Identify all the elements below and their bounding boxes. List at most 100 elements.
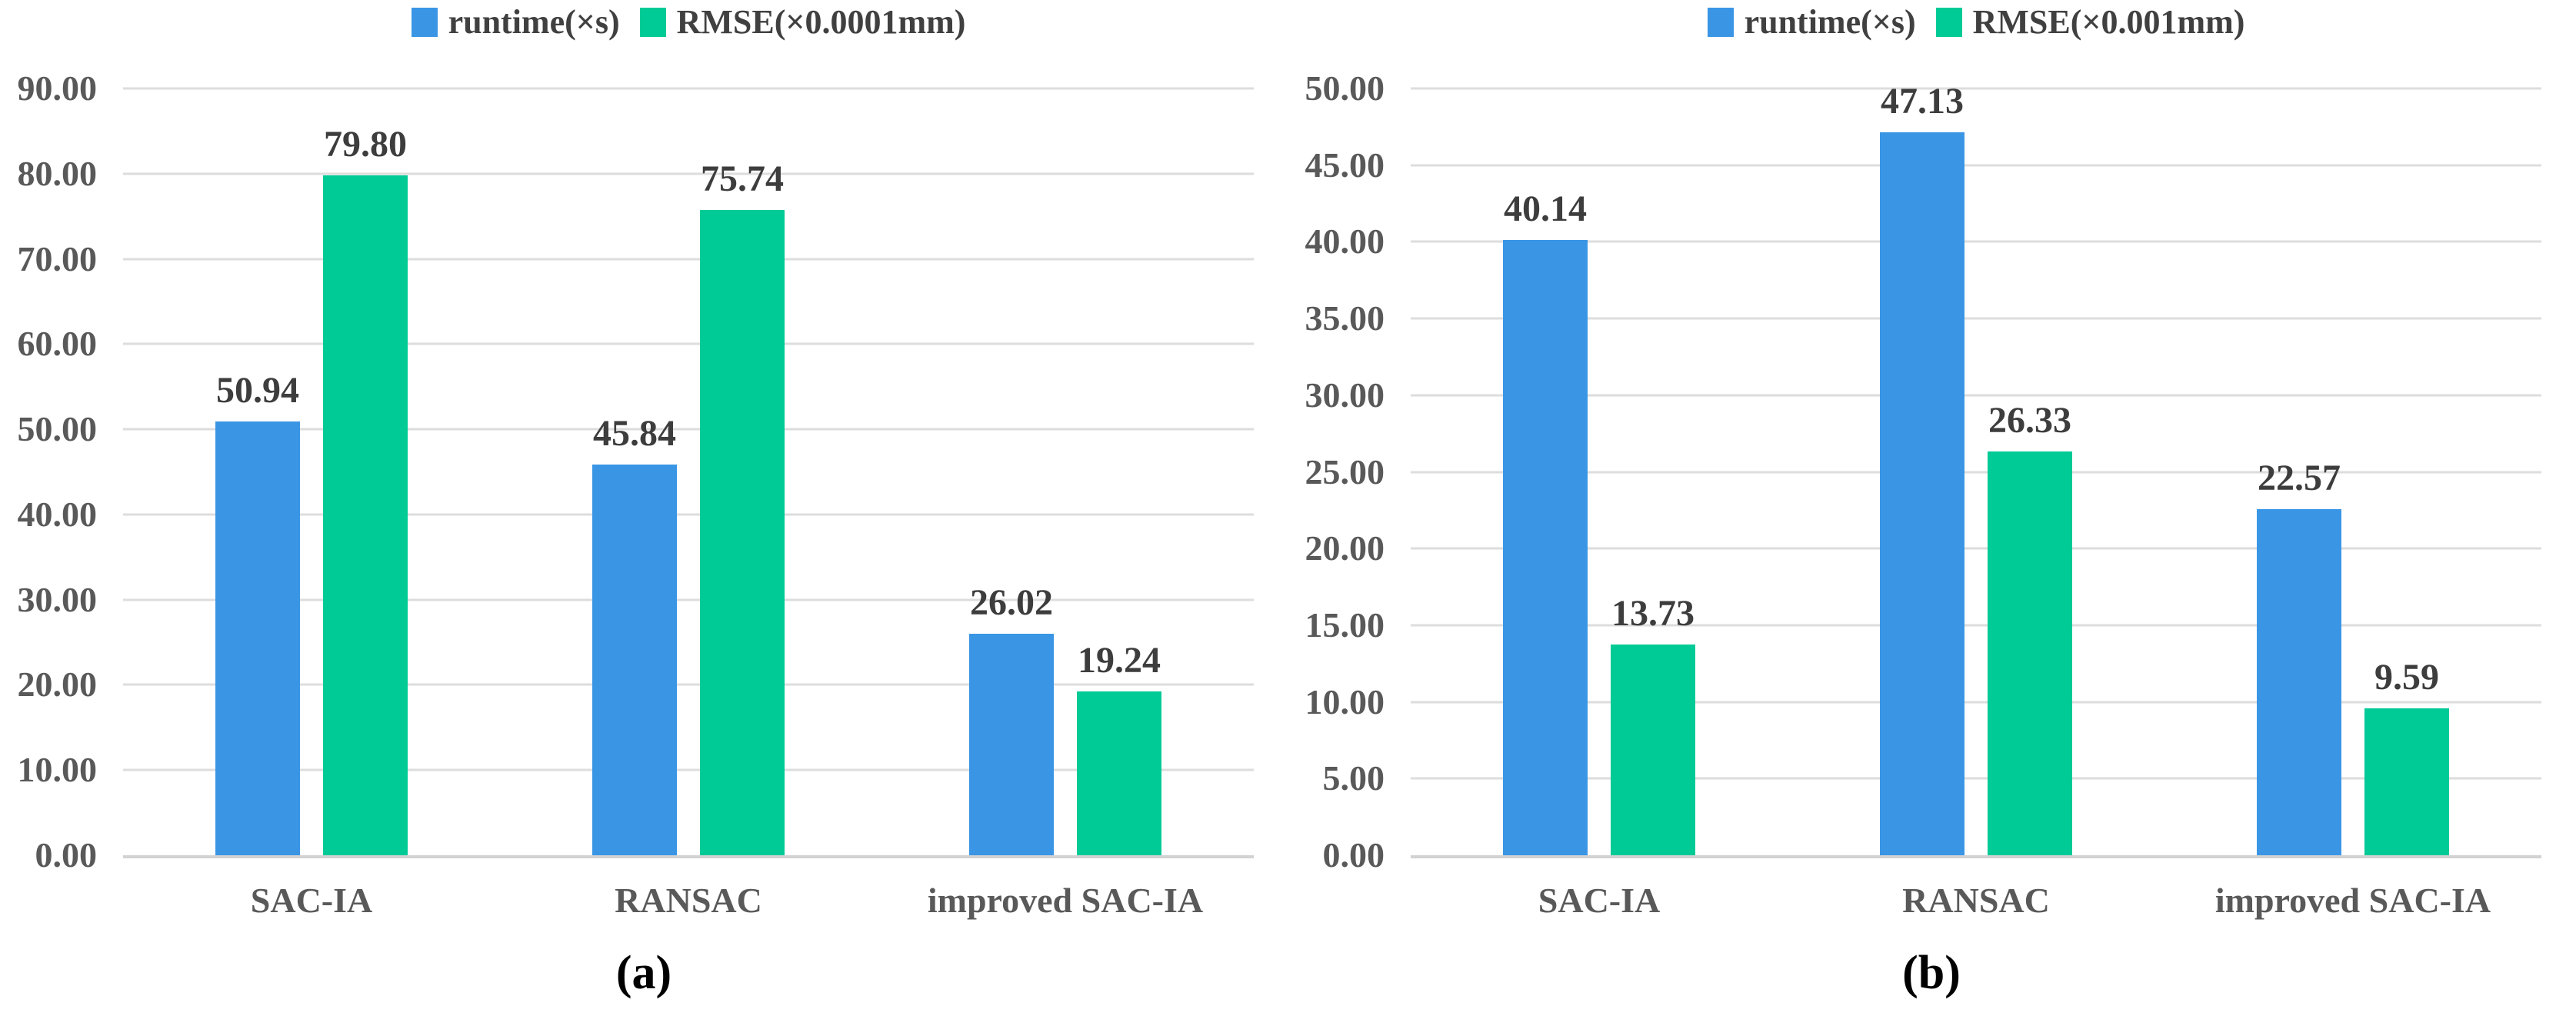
bar-runtime-ransac: 45.84 bbox=[592, 415, 677, 855]
bar-rmse-ransac: 75.74 bbox=[700, 160, 785, 855]
gridline bbox=[123, 513, 1254, 516]
y-axis-tick-label: 20.00 bbox=[17, 665, 98, 705]
x-axis-category-label: RANSAC bbox=[615, 881, 762, 920]
legend-label: RMSE(×0.001mm) bbox=[1972, 3, 2245, 41]
x-axis-category-label: improved SAC-IA bbox=[927, 881, 1204, 920]
x-axis-labels: SAC-IA RANSAC improved SAC-IA bbox=[1411, 881, 2541, 921]
legend-item-rmse: RMSE(×0.0001mm) bbox=[639, 3, 966, 41]
y-axis-tick-label: 25.00 bbox=[1305, 451, 1385, 491]
bar-value-label: 26.02 bbox=[970, 581, 1053, 623]
gridline bbox=[1411, 240, 2541, 243]
bar-value-label: 19.24 bbox=[1078, 639, 1161, 681]
gridline bbox=[1411, 394, 2541, 397]
bar-value-label: 50.94 bbox=[216, 369, 299, 411]
legend-label: RMSE(×0.0001mm) bbox=[676, 3, 966, 41]
bar-groups: 40.14 13.73 47.13 26.33 22.57 9.59 bbox=[1411, 83, 2541, 855]
y-axis-tick-label: 50.00 bbox=[1305, 68, 1385, 108]
y-axis-tick-label: 30.00 bbox=[17, 579, 98, 619]
y-axis-tick-label: 90.00 bbox=[17, 68, 98, 108]
gridline bbox=[1411, 471, 2541, 473]
gridline bbox=[1411, 317, 2541, 320]
y-axis-tick-label: 10.00 bbox=[17, 750, 98, 790]
gridline bbox=[123, 258, 1254, 261]
gridline bbox=[123, 87, 1254, 90]
legend-swatch-runtime bbox=[1707, 8, 1734, 37]
legend-label: runtime(×s) bbox=[1744, 3, 1916, 41]
bar-rmse-improved-sac-ia: 19.24 bbox=[1077, 641, 1161, 855]
x-axis-labels: SAC-IA RANSAC improved SAC-IA bbox=[123, 881, 1254, 921]
y-axis-tick-label: 60.00 bbox=[17, 324, 98, 364]
gridline bbox=[123, 428, 1254, 431]
bar-value-label: 22.57 bbox=[2258, 457, 2341, 498]
gridline bbox=[1411, 777, 2541, 780]
bar-rmse-ransac: 26.33 bbox=[1988, 401, 2072, 855]
bar-group-improved-sac-ia: 26.02 19.24 bbox=[877, 88, 1254, 855]
y-axis-tick-label: 5.00 bbox=[1322, 758, 1385, 798]
legend-item-rmse: RMSE(×0.001mm) bbox=[1935, 3, 2245, 41]
bar-runtime-sac-ia: 50.94 bbox=[215, 371, 300, 855]
bar-value-label: 45.84 bbox=[593, 413, 676, 455]
bar-groups: 50.94 79.80 45.84 75.74 26.02 19.24 bbox=[123, 88, 1254, 855]
legend: runtime(×s) RMSE(×0.0001mm) bbox=[123, 2, 1254, 43]
bar-group-sac-ia: 50.94 79.80 bbox=[123, 88, 500, 855]
x-axis-category-label: SAC-IA bbox=[1538, 881, 1661, 920]
y-axis-tick-label: 40.00 bbox=[1305, 222, 1385, 261]
bar-value-label: 75.74 bbox=[701, 158, 784, 199]
bar-group-ransac: 45.84 75.74 bbox=[500, 88, 877, 855]
legend-swatch-runtime bbox=[411, 8, 438, 37]
y-axis-tick-label: 15.00 bbox=[1305, 605, 1385, 645]
bar-group-ransac: 47.13 26.33 bbox=[1788, 83, 2164, 855]
plot-area: 0.00 5.00 10.00 15.00 20.00 25.00 30.00 35.00 40… bbox=[1305, 71, 2541, 873]
bar-runtime-ransac: 47.13 bbox=[1880, 83, 1964, 855]
gridline bbox=[123, 342, 1254, 345]
bar-value-label: 47.13 bbox=[1881, 81, 1964, 122]
y-axis-tick-label: 20.00 bbox=[1305, 528, 1385, 568]
chart-a-panel: runtime(×s) RMSE(×0.0001mm) 0.00 10.00 20.0… bbox=[18, 2, 1254, 999]
bar-group-improved-sac-ia: 22.57 9.59 bbox=[2164, 88, 2541, 855]
legend: runtime(×s) RMSE(×0.001mm) bbox=[1411, 2, 2541, 43]
bar-rmse-improved-sac-ia: 9.59 bbox=[2364, 658, 2449, 855]
y-axis-tick-label: 45.00 bbox=[1305, 145, 1385, 185]
gridline bbox=[123, 598, 1254, 601]
gridline bbox=[123, 172, 1254, 175]
y-axis-tick-label: 0.00 bbox=[1322, 835, 1385, 874]
gridline bbox=[1411, 701, 2541, 704]
x-axis-category-label: RANSAC bbox=[1902, 881, 2050, 920]
y-axis-tick-label: 10.00 bbox=[1305, 681, 1385, 721]
gridline bbox=[123, 768, 1254, 771]
y-axis-tick-label: 35.00 bbox=[1305, 298, 1385, 338]
y-axis-tick-label: 70.00 bbox=[17, 238, 98, 278]
legend-swatch-rmse bbox=[1935, 8, 1962, 37]
bar-rmse-sac-ia: 79.80 bbox=[323, 126, 408, 855]
gridline bbox=[1411, 624, 2541, 627]
gridline bbox=[123, 683, 1254, 686]
figure-caption-a: (a) bbox=[615, 947, 672, 999]
bar-runtime-improved-sac-ia: 26.02 bbox=[969, 584, 1054, 855]
y-axis-tick-label: 40.00 bbox=[17, 494, 98, 534]
gridline bbox=[1411, 87, 2541, 90]
legend-swatch-rmse bbox=[639, 8, 666, 37]
chart-b-panel: runtime(×s) RMSE(×0.001mm) 0.00 5.00 10.00 1… bbox=[1288, 0, 2575, 1026]
legend-label: runtime(×s) bbox=[448, 3, 620, 41]
bar-value-label: 40.14 bbox=[1504, 188, 1587, 229]
figure-caption-b: (b) bbox=[1902, 947, 1961, 999]
bar-value-label: 13.73 bbox=[1611, 593, 1695, 635]
y-axis-tick-label: 80.00 bbox=[17, 153, 98, 193]
bar-value-label: 26.33 bbox=[1988, 399, 2071, 441]
legend-item-runtime: runtime(×s) bbox=[1707, 3, 1916, 41]
bar-runtime-improved-sac-ia: 22.57 bbox=[2257, 459, 2341, 855]
y-axis-tick-label: 50.00 bbox=[17, 409, 98, 449]
x-axis-category-label: improved SAC-IA bbox=[2214, 881, 2491, 920]
bar-value-label: 79.80 bbox=[324, 124, 407, 165]
bar-rmse-sac-ia: 13.73 bbox=[1611, 595, 1695, 855]
gridline bbox=[1411, 547, 2541, 550]
legend-item-runtime: runtime(×s) bbox=[411, 3, 620, 41]
x-axis-category-label: SAC-IA bbox=[250, 881, 373, 920]
plot-area: 0.00 10.00 20.00 30.00 40.00 50.00 60.00 70.00 8… bbox=[18, 71, 1254, 873]
y-axis-tick-label: 30.00 bbox=[1305, 375, 1385, 415]
bar-runtime-sac-ia: 40.14 bbox=[1503, 190, 1588, 855]
y-axis-tick-label: 0.00 bbox=[35, 835, 98, 874]
bar-group-sac-ia: 40.14 13.73 bbox=[1411, 88, 1788, 855]
bar-value-label: 9.59 bbox=[2374, 656, 2439, 698]
